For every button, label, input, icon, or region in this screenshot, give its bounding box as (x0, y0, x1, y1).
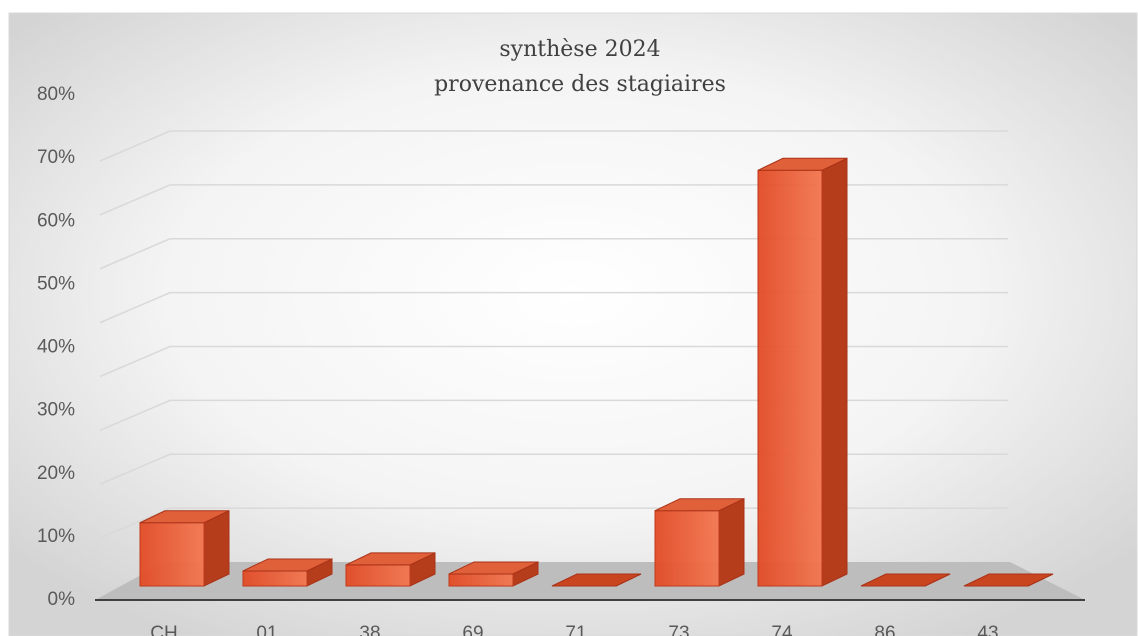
x-tick-label: 38 (359, 623, 380, 636)
bar (654, 497, 745, 587)
bar-top (654, 498, 745, 512)
y-tick-label: 40% (37, 337, 75, 358)
bar (963, 573, 1054, 587)
grid-line (99, 184, 1008, 216)
bar-top (963, 573, 1054, 587)
x-tick-label: 73 (668, 623, 689, 636)
y-tick-label: 70% (37, 147, 75, 168)
y-tick-label: 50% (37, 273, 75, 294)
chart-title: synthèse 2024 (499, 37, 660, 62)
bar-front (654, 510, 720, 587)
grid-line (99, 345, 1008, 378)
bar-top (860, 573, 951, 587)
grid-line (99, 453, 1008, 485)
x-tick-label: 01 (256, 623, 277, 636)
x-tick-label: 74 (771, 623, 793, 636)
x-tick-label: CH (150, 623, 177, 636)
bar-front (139, 522, 205, 587)
bar (757, 157, 848, 587)
chart-subtitle: provenance des stagiaires (434, 72, 726, 97)
y-tick-label: 10% (37, 526, 75, 547)
bar-top (551, 573, 642, 587)
bar-front (345, 564, 411, 587)
grid-line (99, 238, 1008, 270)
bar-top (757, 157, 848, 171)
y-tick-label: 80% (37, 84, 75, 105)
bar-front (242, 570, 308, 587)
bar (345, 552, 436, 587)
bar-top (345, 552, 436, 566)
bar (242, 558, 333, 587)
bar (860, 573, 951, 587)
grid-line (99, 399, 1008, 432)
x-tick-label: 86 (874, 623, 895, 636)
grid-line (99, 130, 1008, 162)
bar-top (448, 561, 539, 575)
bar (139, 509, 230, 587)
x-tick-label: 43 (977, 623, 998, 636)
y-tick-label: 60% (37, 210, 75, 231)
grid-line (99, 291, 1008, 324)
bar (448, 561, 539, 587)
bar-top (242, 558, 333, 572)
y-tick-label: 20% (37, 463, 75, 484)
bar-side (821, 157, 848, 587)
y-tick-label: 0% (48, 589, 76, 610)
x-tick-label: 69 (462, 623, 483, 636)
bar-front (757, 169, 823, 587)
bar (551, 573, 642, 587)
bar-front (448, 573, 514, 587)
bar-side (203, 509, 230, 587)
y-tick-label: 30% (37, 400, 75, 421)
bar-side (718, 497, 745, 587)
x-tick-label: 71 (565, 623, 586, 636)
bar-top (139, 510, 230, 524)
